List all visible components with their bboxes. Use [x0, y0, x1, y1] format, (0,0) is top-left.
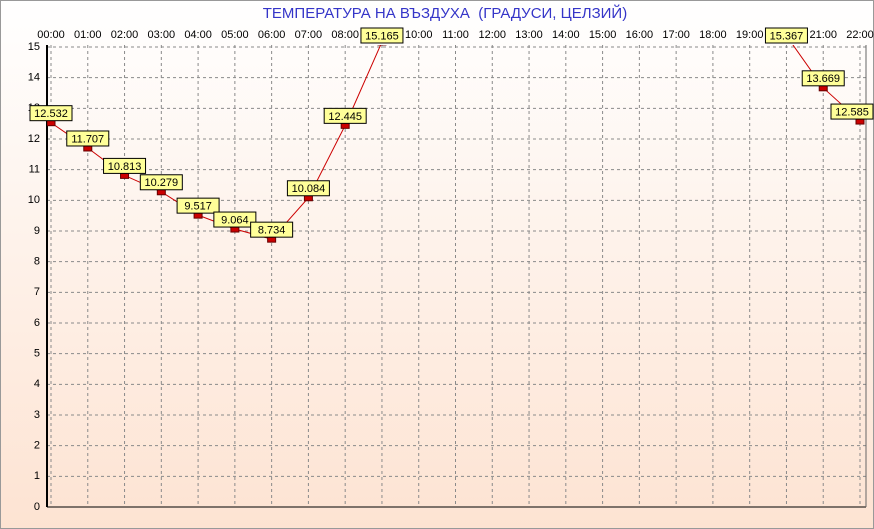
y-tick-label: 4 [34, 378, 40, 390]
x-tick-label: 12:00 [479, 29, 507, 41]
y-tick-label: 2 [34, 440, 40, 452]
x-tick-label: 10:00 [405, 29, 433, 41]
value-label: 10.279 [144, 177, 178, 189]
x-tick-label: 21:00 [809, 29, 837, 41]
y-tick-label: 12 [28, 133, 40, 145]
value-label-box [250, 221, 294, 238]
value-label: 15.367 [770, 30, 804, 42]
value-label-box [213, 211, 257, 228]
value-label: 13.669 [806, 73, 840, 85]
x-tick-label: 11:00 [442, 29, 469, 41]
y-tick-label: 11 [29, 164, 40, 176]
x-tick-label: 15:00 [589, 29, 617, 41]
y-tick-label: 14 [28, 72, 40, 84]
value-label: 9.517 [184, 201, 212, 213]
x-tick-label: 08:00 [331, 29, 359, 41]
x-tick-label: 19:00 [736, 29, 764, 41]
value-label: 12.532 [34, 108, 68, 120]
value-label: 10.813 [108, 161, 142, 173]
value-label: 10.084 [292, 183, 326, 195]
x-tick-label: 18:00 [699, 29, 727, 41]
y-tick-label: 8 [34, 256, 40, 268]
chart-title: ТЕМПЕРАТУРА НА ВЪЗДУХА (ГРАДУСИ, ЦЕЛЗИЙ) [263, 4, 627, 22]
value-label-box [360, 27, 404, 44]
x-tick-label: 04:00 [184, 29, 212, 41]
value-label-box [103, 157, 147, 174]
value-label-box [286, 180, 330, 197]
y-tick-label: 7 [34, 286, 40, 298]
value-label: 9.064 [221, 214, 249, 226]
x-tick-label: 13:00 [515, 29, 543, 41]
value-label-box [801, 70, 845, 87]
value-label-box [830, 103, 874, 120]
value-label: 11.707 [71, 133, 104, 145]
value-label: 15.165 [365, 30, 399, 42]
x-tick-label: 00:00 [37, 29, 65, 41]
x-tick-label: 01:00 [74, 29, 102, 41]
value-label: 12.445 [328, 111, 362, 123]
y-tick-label: 10 [28, 194, 40, 206]
x-tick-label: 06:00 [258, 29, 286, 41]
y-tick-label: 6 [34, 317, 40, 329]
y-tick-label: 0 [34, 501, 40, 513]
x-tick-label: 16:00 [626, 29, 654, 41]
y-tick-label: 5 [34, 348, 40, 360]
value-label-box [176, 197, 220, 214]
value-label-box [66, 130, 110, 147]
x-tick-label: 05:00 [221, 29, 249, 41]
y-tick-label: 9 [34, 225, 40, 237]
value-label: 12.585 [835, 106, 869, 118]
value-label-box [323, 107, 367, 124]
y-tick-label: 1 [34, 470, 40, 482]
x-tick-label: 14:00 [552, 29, 580, 41]
value-label-box [139, 174, 183, 191]
y-tick-label: 3 [34, 409, 40, 421]
y-tick-label: 15 [28, 41, 40, 53]
x-tick-label: 02:00 [111, 29, 139, 41]
x-tick-label: 03:00 [148, 29, 176, 41]
value-label-box [764, 27, 808, 44]
x-tick-label: 22:00 [846, 29, 874, 41]
x-tick-label: 07:00 [295, 29, 323, 41]
x-tick-label: 17:00 [662, 29, 690, 41]
value-label-box [29, 105, 73, 122]
value-label: 8.734 [258, 225, 286, 237]
